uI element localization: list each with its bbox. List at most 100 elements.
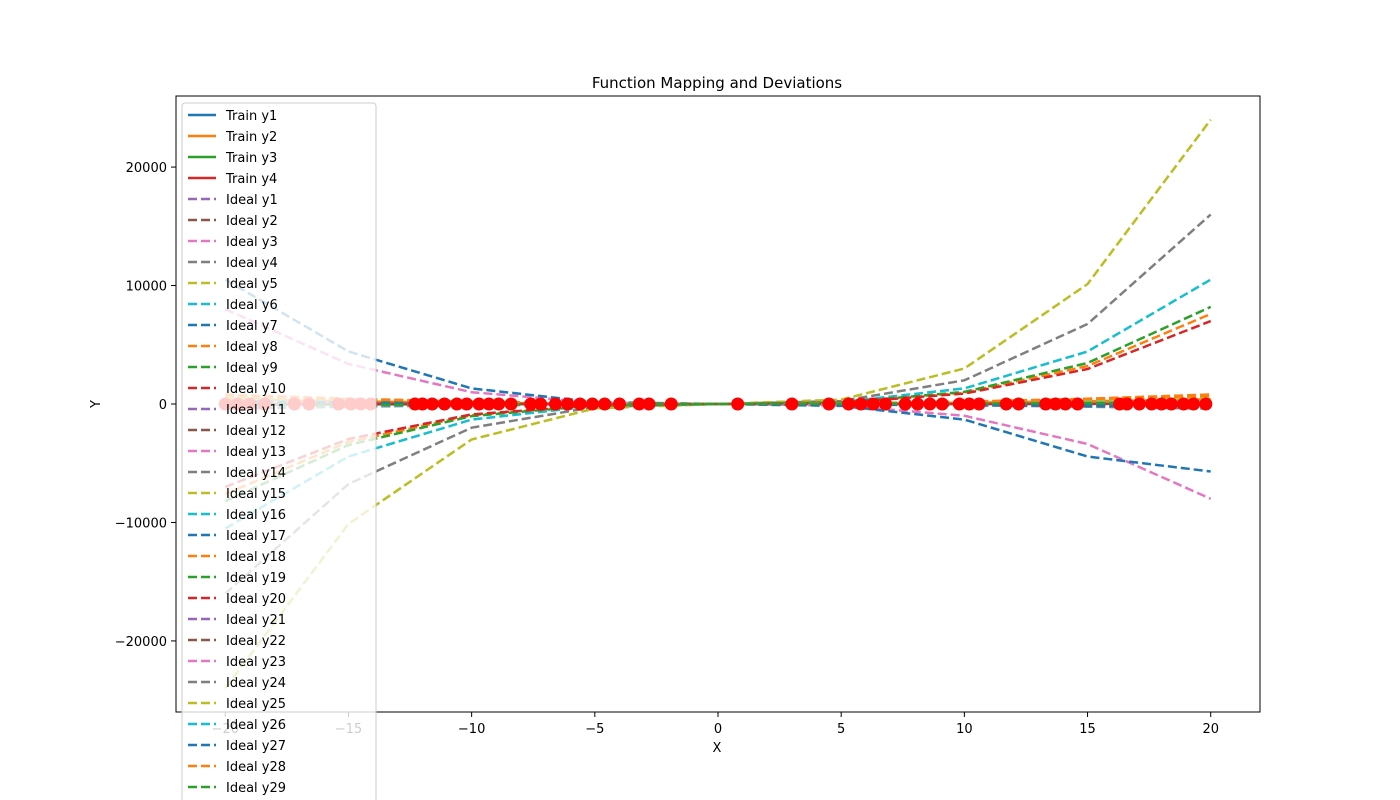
x-tick-label: 0 bbox=[714, 722, 722, 737]
legend-label: Train y1 bbox=[225, 109, 277, 124]
x-tick-label: −5 bbox=[585, 722, 604, 737]
deviation-point bbox=[425, 397, 439, 411]
legend-label: Ideal y16 bbox=[226, 508, 286, 523]
legend-label: Ideal y17 bbox=[226, 529, 286, 544]
x-tick-label: −10 bbox=[458, 722, 485, 737]
deviation-point bbox=[450, 397, 464, 411]
deviation-point bbox=[866, 397, 880, 411]
legend-label: Ideal y4 bbox=[226, 256, 278, 271]
legend-label: Ideal y3 bbox=[226, 235, 278, 250]
legend-box bbox=[181, 102, 377, 800]
deviation-point bbox=[1120, 397, 1134, 411]
deviation-point bbox=[731, 397, 745, 411]
deviation-point bbox=[472, 397, 486, 411]
x-tick-label: 10 bbox=[956, 722, 973, 737]
legend-label: Train y4 bbox=[225, 172, 277, 187]
deviation-point bbox=[822, 397, 836, 411]
legend-label: Ideal y6 bbox=[226, 298, 278, 313]
legend: Train y1 Train y2 Train y3 Train y4 Ideal y1… bbox=[181, 102, 377, 800]
legend-label: Ideal y21 bbox=[226, 613, 286, 628]
chart-title: Function Mapping and Deviations bbox=[592, 74, 842, 92]
legend-label: Ideal y18 bbox=[226, 550, 286, 565]
legend-label: Train y2 bbox=[225, 130, 277, 145]
deviation-point bbox=[1164, 397, 1178, 411]
legend-label: Ideal y29 bbox=[226, 781, 286, 796]
series-line-10 bbox=[224, 278, 1212, 530]
deviation-point bbox=[935, 397, 949, 411]
legend-label: Ideal y10 bbox=[226, 382, 286, 397]
y-tick-label: −10000 bbox=[115, 516, 167, 531]
deviation-point bbox=[438, 397, 451, 411]
deviation-point bbox=[911, 397, 925, 411]
legend-label: Ideal y20 bbox=[226, 592, 286, 607]
deviation-point bbox=[972, 397, 986, 411]
series-line-11 bbox=[224, 278, 1211, 473]
deviation-point bbox=[1177, 397, 1191, 411]
x-tick-label: 5 bbox=[837, 722, 845, 737]
deviation-point bbox=[1155, 397, 1168, 411]
deviation-point bbox=[534, 397, 548, 411]
deviation-point bbox=[492, 397, 506, 411]
series-line-13 bbox=[224, 305, 1212, 503]
deviation-point bbox=[504, 397, 518, 411]
legend-label: Ideal y28 bbox=[226, 760, 286, 775]
legend-label: Ideal y26 bbox=[226, 718, 286, 733]
series-line-12 bbox=[224, 312, 1212, 496]
deviation-point bbox=[642, 397, 656, 411]
y-axis: −20000 −10000 0 10000 20000 bbox=[115, 161, 176, 650]
legend-label: Ideal y13 bbox=[226, 445, 286, 460]
legend-label: Train y3 bbox=[225, 151, 277, 166]
deviation-point bbox=[1012, 397, 1026, 411]
legend-label: Ideal y12 bbox=[226, 424, 286, 439]
y-axis-label: Y bbox=[89, 400, 104, 409]
series-line-14 bbox=[224, 319, 1212, 489]
legend-label: Ideal y14 bbox=[226, 466, 286, 481]
legend-label: Ideal y5 bbox=[226, 277, 278, 292]
deviation-point bbox=[999, 397, 1013, 411]
deviation-point bbox=[482, 397, 496, 411]
deviation-point bbox=[962, 397, 976, 411]
legend-label: Ideal y7 bbox=[226, 319, 278, 334]
deviation-point bbox=[1145, 397, 1159, 411]
deviation-point bbox=[585, 397, 599, 411]
deviation-point bbox=[1039, 397, 1053, 411]
deviation-point bbox=[548, 397, 562, 411]
deviation-point bbox=[952, 397, 966, 411]
legend-label: Ideal y27 bbox=[226, 739, 286, 754]
deviation-point bbox=[1049, 397, 1062, 411]
deviation-point bbox=[664, 397, 678, 411]
x-tick-label: 15 bbox=[1079, 722, 1096, 737]
deviation-point bbox=[415, 397, 429, 411]
deviation-point bbox=[1071, 397, 1085, 411]
legend-label: Ideal y15 bbox=[226, 487, 286, 502]
legend-label: Ideal y22 bbox=[226, 634, 286, 649]
deviation-point bbox=[1187, 397, 1200, 411]
deviation-point bbox=[460, 397, 474, 411]
legend-label: Ideal y23 bbox=[226, 655, 286, 670]
y-tick-label: 20000 bbox=[126, 161, 167, 176]
deviation-point bbox=[879, 397, 892, 411]
y-tick-label: 0 bbox=[159, 398, 167, 413]
deviation-point bbox=[854, 397, 868, 411]
y-tick-label: 10000 bbox=[126, 280, 167, 295]
deviation-point bbox=[613, 397, 626, 411]
deviation-point bbox=[923, 397, 937, 411]
deviation-point bbox=[898, 397, 912, 411]
legend-label: Ideal y8 bbox=[226, 340, 278, 355]
deviation-point bbox=[524, 397, 538, 411]
deviation-point bbox=[632, 397, 646, 411]
y-tick-label: −20000 bbox=[115, 635, 167, 650]
deviation-point bbox=[785, 397, 799, 411]
deviation-point bbox=[842, 397, 856, 411]
deviation-point bbox=[573, 397, 587, 411]
legend-label: Ideal y9 bbox=[226, 361, 278, 376]
deviation-point bbox=[1058, 397, 1072, 411]
deviation-point bbox=[1132, 397, 1146, 411]
legend-label: Ideal y1 bbox=[226, 193, 278, 208]
x-axis-label: X bbox=[713, 741, 722, 756]
legend-label: Ideal y2 bbox=[226, 214, 278, 229]
deviation-point bbox=[598, 397, 612, 411]
deviation-point bbox=[561, 397, 575, 411]
legend-label: Ideal y11 bbox=[226, 403, 286, 418]
